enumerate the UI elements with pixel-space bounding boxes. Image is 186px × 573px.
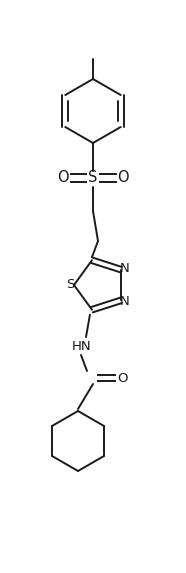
Text: S: S	[66, 278, 74, 292]
Text: HN: HN	[72, 339, 92, 352]
Text: O: O	[117, 371, 127, 384]
Text: N: N	[120, 262, 130, 275]
Text: N: N	[120, 295, 130, 308]
Text: S: S	[88, 171, 98, 186]
Text: O: O	[57, 171, 69, 186]
Text: O: O	[117, 171, 129, 186]
